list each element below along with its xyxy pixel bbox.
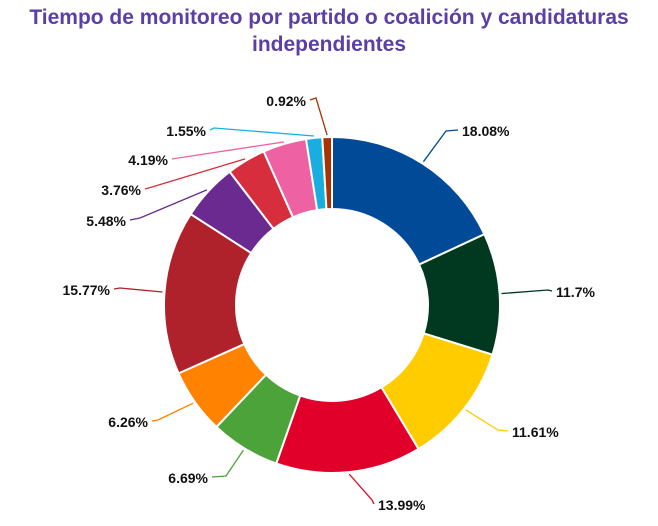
slice-labels: 18.08% 11.7% 11.61% 13.99% 6.69% 6.26% 15.77% 5… [63, 93, 596, 513]
slice-label-5: 6.69% [168, 470, 208, 486]
slice-label-9: 3.76% [101, 182, 141, 198]
leader-line-7 [113, 287, 163, 293]
leader-line-12 [309, 97, 328, 136]
leader-line-9 [144, 158, 246, 190]
leader-line-10 [171, 141, 285, 160]
slice-label-3: 11.61% [512, 424, 559, 440]
donut-slices [163, 135, 501, 474]
leader-line-2 [501, 289, 553, 295]
slice-label-7: 15.77% [63, 282, 111, 298]
leader-line-8 [129, 189, 208, 221]
leader-line-4 [348, 473, 375, 505]
slice-label-1: 18.08% [462, 123, 510, 139]
slice-label-6: 6.26% [108, 414, 148, 430]
leader-lines [113, 97, 553, 505]
leader-line-6 [151, 402, 194, 422]
slice-label-4: 13.99% [378, 497, 426, 513]
slice-label-2: 11.7% [556, 284, 595, 300]
donut-slice-12 [321, 135, 333, 211]
slice-label-12: 0.92% [266, 93, 306, 109]
slice-label-8: 5.48% [86, 213, 126, 229]
leader-line-3 [465, 409, 509, 432]
slice-label-10: 4.19% [128, 152, 168, 168]
slice-label-11: 1.55% [166, 123, 206, 139]
leader-line-1 [422, 129, 459, 163]
leader-line-5 [211, 449, 244, 478]
leader-line-11 [209, 127, 314, 137]
chart-title: Tiempo de monitoreo por partido o coalic… [29, 6, 629, 56]
